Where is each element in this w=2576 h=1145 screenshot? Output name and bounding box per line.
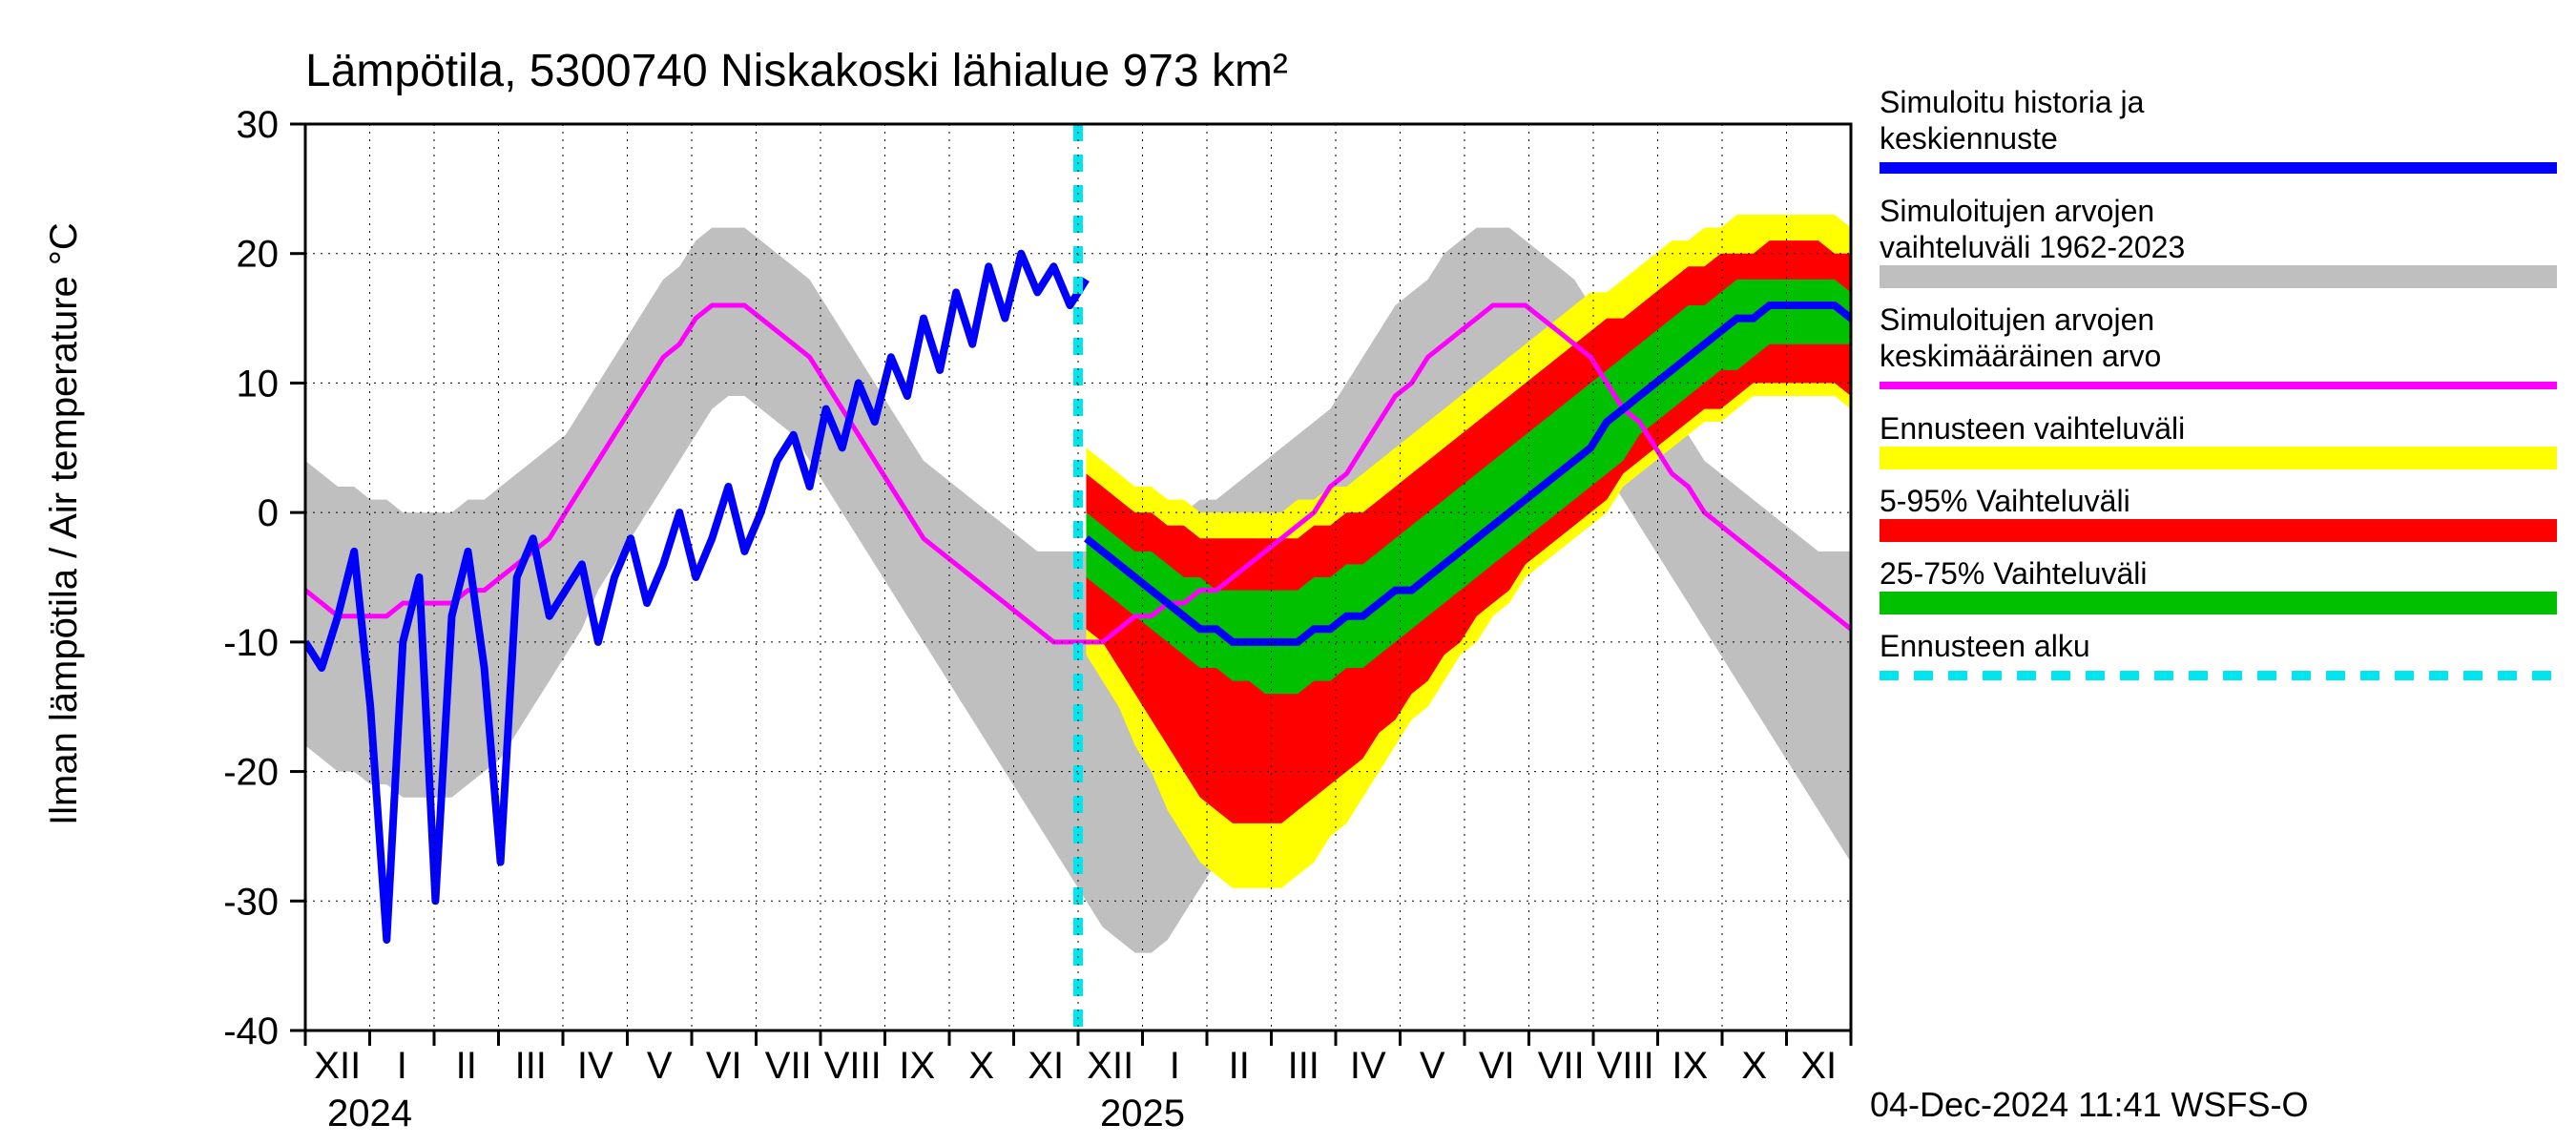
legend-label: Ennusteen alku (1880, 629, 2090, 663)
y-tick-label: 0 (258, 492, 279, 534)
y-tick-label: 30 (237, 104, 280, 146)
x-tick-label: V (647, 1045, 673, 1087)
legend-label: Simuloitu historia ja (1880, 85, 2145, 119)
x-tick-label: VI (706, 1045, 742, 1087)
x-tick-label: VIII (1597, 1045, 1654, 1087)
x-tick-label: III (515, 1045, 547, 1087)
x-tick-label: IV (577, 1045, 613, 1087)
x-tick-label: II (1229, 1045, 1250, 1087)
x-tick-label: XII (314, 1045, 361, 1087)
temperature-chart: -40-30-20-100102030XIIIIIIIIIVVVIVIIVIII… (0, 0, 2576, 1145)
x-tick-label: VII (765, 1045, 812, 1087)
y-tick-label: 20 (237, 234, 280, 276)
x-tick-label: XI (1028, 1045, 1064, 1087)
x-tick-label: IV (1350, 1045, 1386, 1087)
x-tick-label: X (1741, 1045, 1767, 1087)
x-tick-label: IX (1672, 1045, 1708, 1087)
legend-label: keskiennuste (1880, 121, 2058, 156)
y-tick-label: -20 (223, 752, 279, 794)
y-tick-label: -40 (223, 1010, 279, 1052)
legend-label: Simuloitujen arvojen (1880, 302, 2154, 337)
legend-label: keskimääräinen arvo (1880, 339, 2161, 373)
y-tick-label: -30 (223, 881, 279, 923)
x-tick-label: V (1420, 1045, 1445, 1087)
y-tick-label: -10 (223, 622, 279, 664)
chart-title: Lämpötila, 5300740 Niskakoski lähialue 9… (305, 46, 1288, 96)
legend-label: 25-75% Vaihteluväli (1880, 556, 2147, 591)
x-tick-label: VI (1479, 1045, 1515, 1087)
x-tick-label: XII (1087, 1045, 1133, 1087)
legend-label: Ennusteen vaihteluväli (1880, 411, 2185, 446)
legend-label: 5-95% Vaihteluväli (1880, 484, 2130, 518)
legend-swatch (1880, 447, 2557, 469)
x-tick-label: I (1170, 1045, 1180, 1087)
x-tick-label: II (456, 1045, 477, 1087)
year-label-2024: 2024 (327, 1093, 412, 1135)
x-tick-label: VII (1538, 1045, 1585, 1087)
legend-label: vaihteluväli 1962-2023 (1880, 230, 2185, 264)
x-tick-label: XI (1800, 1045, 1837, 1087)
x-tick-label: VIII (824, 1045, 882, 1087)
legend-label: Simuloitujen arvojen (1880, 194, 2154, 228)
x-tick-label: I (397, 1045, 407, 1087)
year-label-2025: 2025 (1100, 1093, 1185, 1135)
chart-footer: 04-Dec-2024 11:41 WSFS-O (1870, 1085, 2309, 1124)
legend-swatch (1880, 265, 2557, 288)
y-tick-label: 10 (237, 363, 280, 405)
x-tick-label: X (968, 1045, 994, 1087)
x-tick-label: IX (899, 1045, 935, 1087)
y-axis-label: Ilman lämpötila / Air temperature °C (43, 222, 85, 825)
legend-swatch (1880, 519, 2557, 542)
legend-swatch (1880, 592, 2557, 614)
x-tick-label: III (1288, 1045, 1319, 1087)
